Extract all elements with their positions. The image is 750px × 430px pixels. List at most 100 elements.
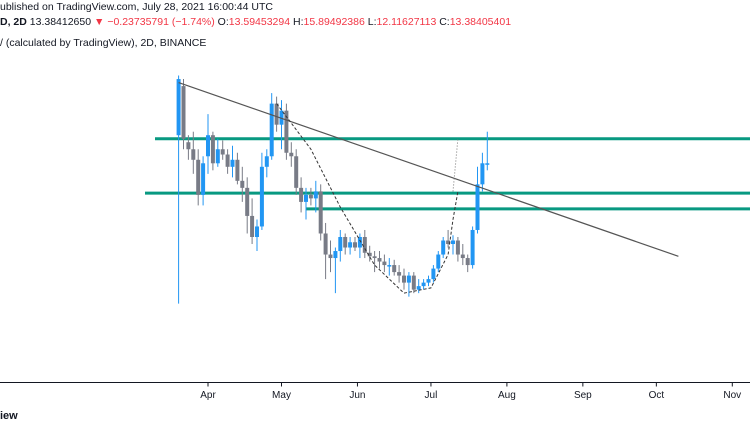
candle-body [230, 159, 235, 167]
candle-body [206, 135, 210, 157]
candle [416, 279, 421, 294]
candle [382, 254, 387, 273]
candle [240, 166, 245, 202]
candle-body [279, 110, 284, 125]
candle-body [269, 103, 274, 157]
candle-body [411, 275, 416, 290]
candle [353, 236, 357, 252]
candle [446, 229, 451, 248]
candle-body [250, 215, 255, 237]
close-value: 13.38405401 [449, 16, 512, 28]
candle [475, 166, 480, 234]
candle [387, 258, 392, 276]
candle-body [259, 166, 264, 227]
candle [210, 131, 215, 171]
candle-body [181, 86, 186, 139]
candle [436, 251, 441, 273]
x-tick-label: Oct [649, 390, 665, 401]
candle-body [191, 149, 196, 160]
candle-body [225, 154, 230, 167]
candle-body [372, 256, 377, 259]
candle-body [362, 236, 367, 253]
x-tick-label: Jul [425, 390, 438, 401]
candle [191, 131, 196, 174]
candle-body [220, 149, 225, 155]
candles [176, 75, 490, 304]
candle-body [416, 286, 421, 290]
candle [421, 279, 426, 290]
candle [377, 251, 382, 269]
candle [367, 245, 372, 262]
candle [357, 233, 362, 259]
candle-body [397, 272, 402, 276]
candle [460, 244, 465, 266]
price-change: ▼ −0.23735791 (−1.74%) [94, 16, 215, 28]
x-tick-label: Apr [200, 390, 216, 401]
candle [465, 254, 470, 273]
candle-body [343, 236, 348, 248]
candle [269, 93, 274, 160]
candle-body [210, 135, 215, 164]
x-tick-label: Aug [498, 390, 516, 401]
candle-body [367, 252, 372, 257]
candle-body [353, 242, 357, 248]
candle-body [323, 233, 328, 255]
candle-body [446, 240, 451, 245]
trendline [178, 82, 679, 257]
candle-body [480, 163, 485, 185]
candle-body [338, 236, 343, 252]
candle [289, 142, 294, 167]
candle-body [377, 258, 382, 262]
high-value: 15.89492386 [303, 16, 365, 28]
candle [186, 135, 191, 160]
candle-body [421, 282, 426, 287]
high-label: H: [293, 16, 304, 28]
candle-body [436, 254, 441, 269]
candle [196, 149, 201, 206]
candle [220, 140, 225, 160]
cup-pattern-curve [276, 103, 459, 294]
candle-body [304, 194, 308, 202]
candle [455, 236, 460, 262]
candle-body [299, 187, 304, 202]
candle [299, 177, 304, 213]
chart-subtitle: / (calculated by TradingView), 2D, BINAN… [0, 37, 207, 49]
candle-body [357, 236, 362, 248]
candle-body [308, 194, 313, 199]
candle [235, 152, 240, 185]
candle-body [235, 159, 240, 181]
candle-body [289, 152, 294, 157]
candle-body [485, 163, 490, 165]
candle [431, 265, 436, 283]
candle-body [264, 156, 269, 167]
last-price: 13.38412650 [29, 16, 92, 28]
open-label: O: [217, 16, 229, 28]
candle [215, 138, 220, 167]
candle-body [196, 159, 201, 195]
x-tick-label: May [272, 390, 291, 401]
candle [206, 114, 210, 174]
candle [181, 79, 186, 150]
candle-body [284, 110, 289, 153]
drawings [178, 82, 679, 294]
candle [308, 187, 313, 206]
brand-text: iew [0, 410, 18, 422]
candle [470, 226, 475, 269]
candle [230, 145, 235, 178]
candle-body [460, 254, 465, 259]
candle-body [201, 163, 206, 195]
candle [485, 131, 490, 171]
candle-body [215, 149, 220, 164]
candle-body [465, 258, 470, 266]
candle [451, 235, 455, 255]
candle [284, 103, 289, 160]
candle-body [406, 275, 411, 283]
candle-body [255, 226, 259, 237]
candle [426, 275, 431, 287]
x-tick-label: Sep [574, 390, 592, 401]
candle [372, 251, 377, 273]
candle [338, 229, 343, 262]
x-tick-label: Jun [349, 390, 365, 401]
x-axis-ticks: Apr May Jun Jul Aug Sep Oct Nov [200, 382, 741, 401]
